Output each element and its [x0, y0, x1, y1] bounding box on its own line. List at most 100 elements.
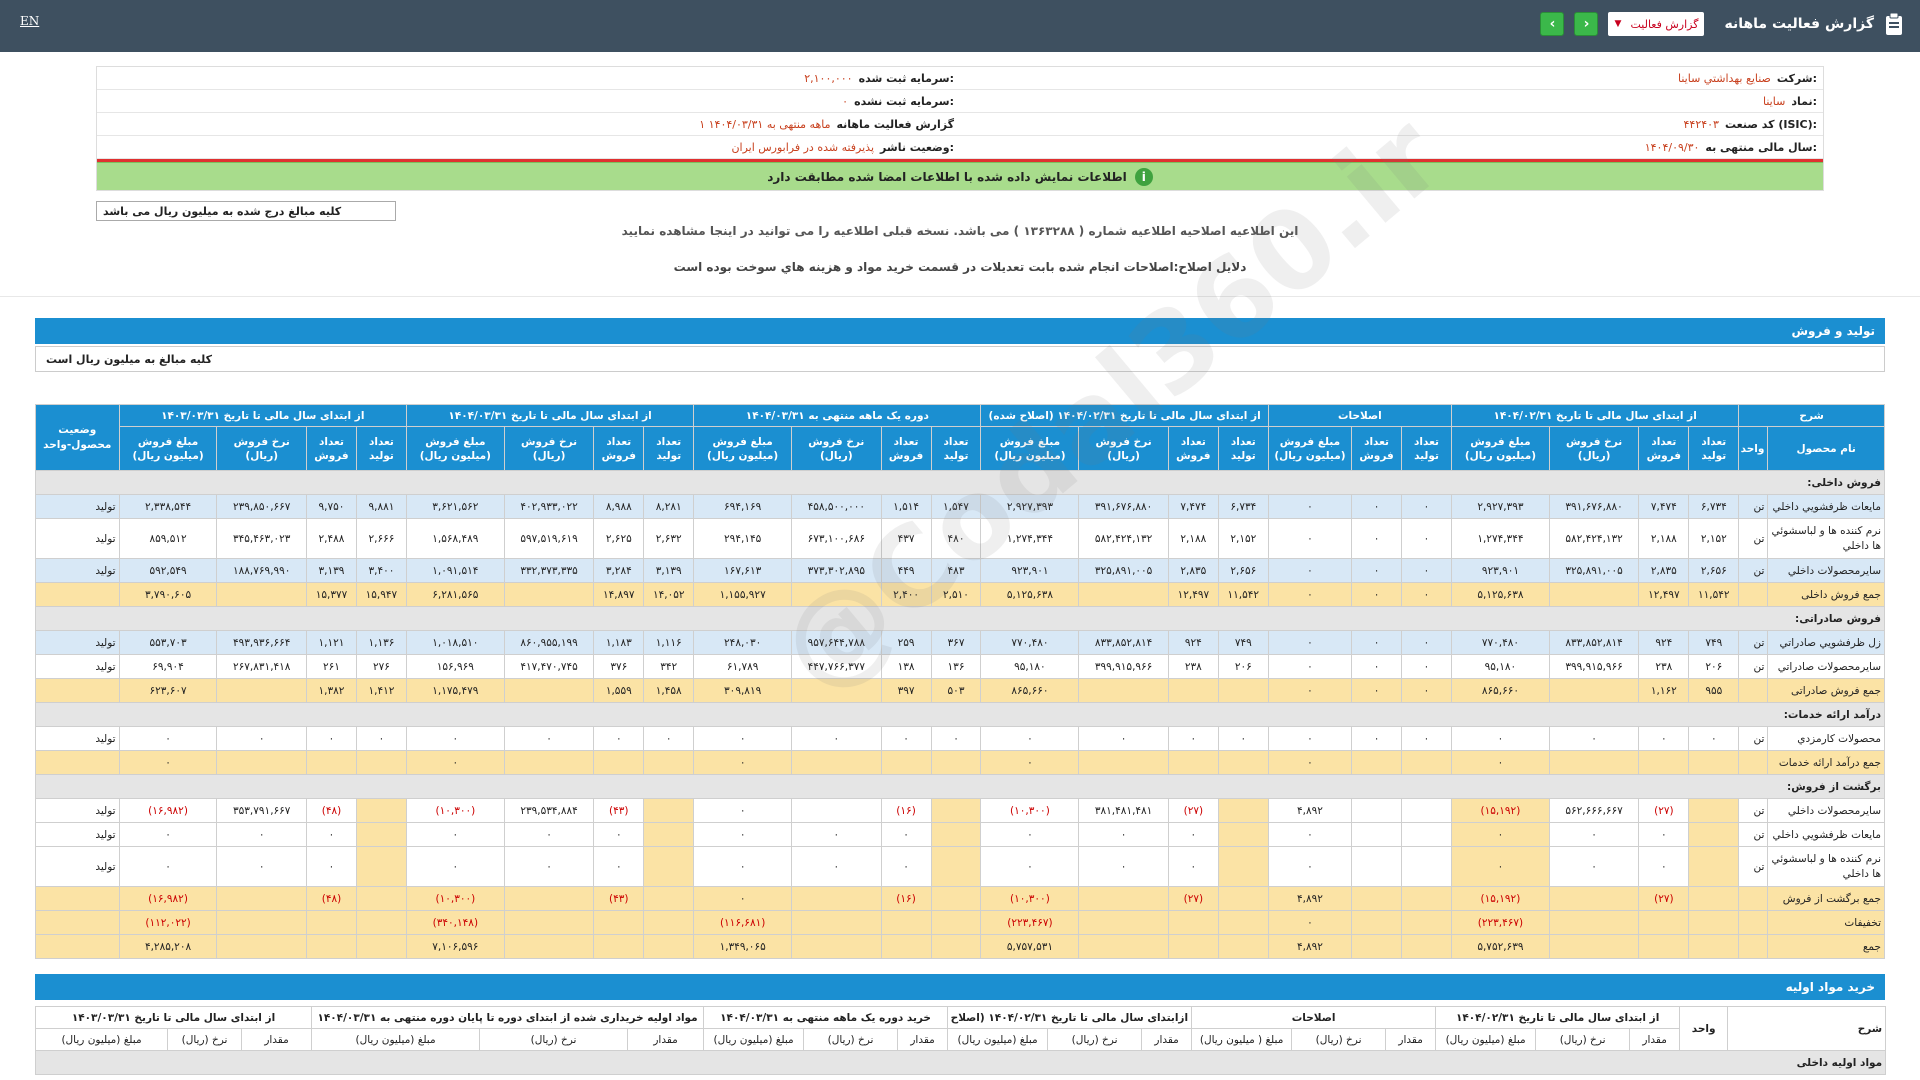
table-cell: ۶۹,۹۰۴	[118, 654, 218, 679]
symbol-label: نماد:	[1791, 94, 1817, 108]
table-cell: ۴۹۳,۹۳۶,۶۶۴	[216, 630, 307, 655]
table-cell: ۰	[791, 822, 882, 847]
table-cell: ۰	[216, 726, 307, 751]
section-subtitle: کلیه مبالغ به میلیون ریال است	[35, 346, 1885, 372]
table-cell: ۰	[693, 822, 793, 847]
prev-button[interactable]: ‹	[1540, 12, 1565, 36]
table-cell	[1688, 910, 1740, 935]
next-button[interactable]: ›	[1574, 12, 1599, 36]
table-cell	[1351, 846, 1403, 887]
table-cell: ۰	[118, 726, 218, 751]
table-cell: ۰	[306, 822, 357, 847]
symbol-cell: نماد: ساینا	[960, 90, 1823, 112]
table-cell: ۱۳۶	[930, 654, 982, 679]
product-status: تولید	[35, 822, 120, 847]
table-cell: ۱,۱۸۳	[593, 630, 645, 655]
table-cell: ۰	[1267, 750, 1353, 775]
col-name: نام محصول	[1767, 426, 1885, 471]
table-cell: ۳۰۹,۸۱۹	[693, 678, 793, 703]
table-cell	[643, 750, 695, 775]
table-cell	[1351, 798, 1403, 823]
table-cell: ۰	[1267, 678, 1353, 703]
info-row: سال مالی منتهی به: ۱۴۰۴/۰۹/۳۰ وضعیت ناشر…	[97, 136, 1823, 159]
table-row: سایرمحصولات داخلي تن (۲۷) ۵۶۲,۶۶۶,۶۶۷ (۱۵,۱۹…	[35, 798, 1885, 823]
table-cell	[355, 750, 407, 775]
chevron-left-icon: ‹	[1549, 16, 1556, 32]
table-cell: ۲,۱۵۲	[1688, 518, 1740, 559]
table-cell	[643, 886, 695, 911]
table-cell	[1401, 798, 1452, 823]
table-cell: ۱,۴۱۲	[355, 678, 407, 703]
title-group: گزارش فعالیت ماهانه گزارش فعالیت ▼ › ‹	[1540, 12, 1904, 36]
product-name: جمع درآمد ارائه خدمات	[1767, 750, 1885, 775]
col-sale-qty: تعداد فروش	[1638, 426, 1690, 471]
col-rate: نرخ فروش (ریال)	[216, 426, 307, 471]
table-cell	[216, 886, 307, 911]
table-cell: ۰	[503, 726, 595, 751]
table-cell	[643, 846, 695, 887]
table-cell: ۰	[1450, 726, 1550, 751]
table-cell	[1548, 582, 1640, 607]
table-cell: ۱,۱۷۵,۴۷۹	[405, 678, 505, 703]
table-cell: ۰	[1167, 822, 1219, 847]
table-cell: ۵۵۳,۷۰۳	[118, 630, 218, 655]
table-cell: ۰	[1401, 494, 1452, 519]
table-cell: ۱,۵۴۷	[930, 494, 982, 519]
mat-col-qty: مقدار	[897, 1028, 949, 1051]
table-group-row: درآمد ارائه خدمات:	[35, 702, 1885, 727]
table-cell: ۱,۱۳۶	[355, 630, 407, 655]
table-cell	[1167, 910, 1219, 935]
mat-header-corrections: اصلاحات	[1191, 1006, 1437, 1029]
table-cell: ۸,۹۸۸	[593, 494, 645, 519]
table-cell: ۰	[1267, 494, 1353, 519]
col-amount: مبلغ فروش (میلیون ریال)	[980, 426, 1080, 471]
table-cell	[1078, 678, 1169, 703]
table-cell: ۰	[980, 846, 1080, 887]
table-cell: ۶,۷۳۴	[1688, 494, 1740, 519]
table-cell: ۰	[1351, 678, 1403, 703]
product-unit: تن	[1738, 518, 1769, 559]
table-row: سایرمحصولات داخلي تن ۲,۶۵۶ ۲,۸۳۵ ۳۲۵,۸۹۱,۰۰۵…	[35, 558, 1885, 583]
table-cell	[791, 678, 882, 703]
table-cell: ۱,۰۹۱,۵۱۴	[405, 558, 505, 583]
table-cell	[930, 886, 982, 911]
mat-header-month: خرید دوره یک ماهه منتهی به ۱۴۰۴/۰۳/۳۱	[703, 1006, 949, 1029]
table-cell: ۶,۲۸۱,۵۶۵	[405, 582, 505, 607]
table-cell: ۰	[1401, 654, 1452, 679]
table-cell: ۵,۱۲۵,۶۳۸	[1450, 582, 1550, 607]
table-cell: ۱۵۶,۹۶۹	[405, 654, 505, 679]
table-cell: ۰	[593, 846, 645, 887]
report-type-select[interactable]: گزارش فعالیت ▼	[1608, 12, 1705, 36]
correction-notice[interactable]: این اطلاعیه اصلاحیه اطلاعیه شماره ( ۱۳۶۳…	[621, 224, 1299, 238]
table-cell: ۲۳۹,۸۵۰,۶۶۷	[216, 494, 307, 519]
table-cell: ۱۶۷,۶۱۳	[693, 558, 793, 583]
table-cell	[1401, 934, 1452, 959]
table-cell: ۳,۱۳۹	[306, 558, 357, 583]
mat-col-rate: نرخ (ریال)	[167, 1028, 243, 1051]
header-corrections: اصلاحات	[1267, 404, 1452, 427]
table-cell: ۴۸۰	[930, 518, 982, 559]
table-cell	[1688, 750, 1740, 775]
table-total-row: جمع برگشت از فروش (۲۷) (۱۵,۱۹۲) ۴,۸۹۲ (۲۷) (۱…	[35, 886, 1885, 911]
table-cell: ۰	[1401, 678, 1452, 703]
table-cell	[503, 934, 595, 959]
table-cell	[593, 934, 645, 959]
table-cell: ۷۷۰,۴۸۰	[980, 630, 1080, 655]
table-cell: ۰	[693, 726, 793, 751]
language-switch[interactable]: EN	[20, 14, 40, 28]
col-sale-qty: تعداد فروش	[1167, 426, 1219, 471]
table-cell: ۷,۴۷۴	[1638, 494, 1690, 519]
materials-table: شرح واحد از ابتدای سال مالی تا تاریخ ۱۴۰…	[34, 1006, 1887, 1075]
col-rate: نرخ فروش (ریال)	[503, 426, 595, 471]
table-cell: ۲۶۱	[306, 654, 357, 679]
company-value: صنایع بهداشتي ساینا	[1678, 71, 1771, 85]
table-cell: ۰	[593, 726, 645, 751]
table-cell	[1401, 910, 1452, 935]
table-cell: (۱۵,۱۹۲)	[1450, 798, 1550, 823]
table-cell: ۰	[1078, 726, 1169, 751]
col-rate: نرخ فروش (ریال)	[1548, 426, 1640, 471]
table-cell: ۸۳۳,۸۵۲,۸۱۴	[1548, 630, 1640, 655]
table-cell	[503, 910, 595, 935]
table-cell: (۴۳)	[593, 886, 645, 911]
table-cell: (۲۷)	[1167, 798, 1219, 823]
